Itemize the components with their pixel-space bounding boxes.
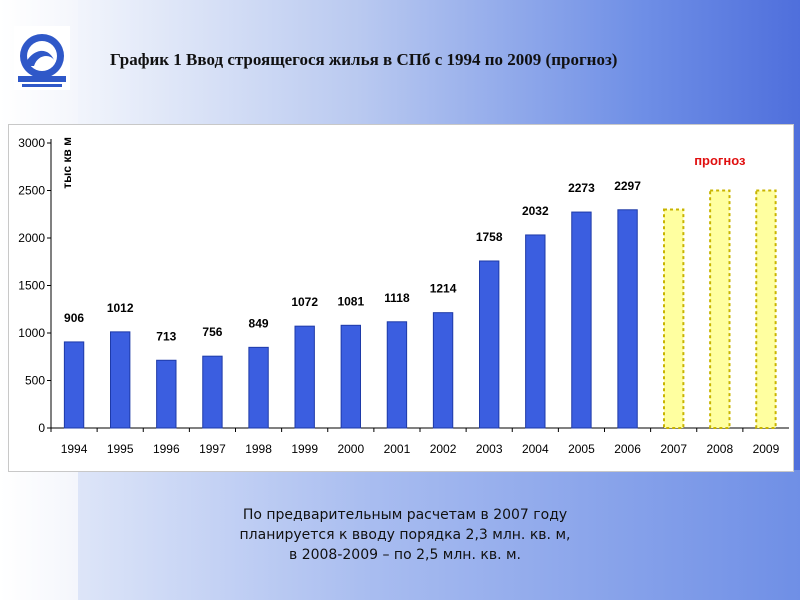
forecast-bar <box>755 189 777 429</box>
x-tick-label: 2005 <box>568 442 595 456</box>
x-tick-label: 1995 <box>107 442 134 456</box>
forecast-bar <box>663 208 685 429</box>
data-label: 2273 <box>568 181 595 195</box>
data-label: 2032 <box>522 204 549 218</box>
data-label: 756 <box>202 325 222 339</box>
bar-chart: 0 500 1000 1500 2000 2500 3000 тыс кв м 1994 906 1… <box>18 136 789 456</box>
y-tick-label: 3000 <box>18 136 45 150</box>
y-tick-label: 500 <box>25 374 45 388</box>
x-tick-label: 2007 <box>660 442 687 456</box>
x-tick-label: 1998 <box>245 442 272 456</box>
data-bar <box>110 331 131 429</box>
y-tick-label: 2500 <box>18 184 45 198</box>
data-label: 906 <box>64 311 84 325</box>
y-tick-label: 1500 <box>18 279 45 293</box>
x-tick-label: 2002 <box>430 442 457 456</box>
caption-line: в 2008-2009 – по 2,5 млн. кв. м. <box>289 547 521 563</box>
x-tick-label: 2006 <box>614 442 641 456</box>
y-tick-label: 1000 <box>18 326 45 340</box>
data-label: 1081 <box>337 294 364 308</box>
x-tick-label: 2009 <box>753 442 780 456</box>
y-tick-label: 2000 <box>18 231 45 245</box>
data-label: 1758 <box>476 230 503 244</box>
x-tick-label: 1996 <box>153 442 180 456</box>
data-bar <box>294 325 315 429</box>
x-tick-label: 2003 <box>476 442 503 456</box>
x-tick-label: 2008 <box>706 442 733 456</box>
data-bar <box>63 341 85 429</box>
data-label: 1118 <box>384 291 410 305</box>
data-bar <box>617 209 638 429</box>
caption-line: По предварительным расчетам в 2007 году <box>242 507 568 523</box>
forecast-bar <box>709 189 731 429</box>
y-axis-label: тыс кв м <box>60 137 74 189</box>
data-bar <box>248 346 269 429</box>
x-tick-label: 2004 <box>522 442 549 456</box>
caption: По предварительным расчетам в 2007 году … <box>130 505 680 565</box>
wave-logo-icon <box>14 26 70 90</box>
y-tick-label: 0 <box>38 421 45 435</box>
x-tick-label: 2001 <box>384 442 411 456</box>
bottom-band <box>78 470 800 600</box>
caption-line: планируется к вводу порядка 2,3 млн. кв.… <box>239 527 571 543</box>
x-tick-label: 1997 <box>199 442 226 456</box>
data-label: 713 <box>156 329 176 343</box>
slide-title: График 1 Ввод строящегося жилья в СПб с … <box>110 50 618 69</box>
data-label: 1072 <box>291 295 318 309</box>
x-tick-label: 2000 <box>337 442 364 456</box>
x-tick-label: 1994 <box>61 442 88 456</box>
data-bar <box>432 312 454 429</box>
data-label: 1214 <box>430 282 457 296</box>
data-bar <box>479 260 500 429</box>
data-bar <box>571 211 592 429</box>
data-bar <box>202 355 223 429</box>
data-bar <box>156 359 177 429</box>
data-bar <box>525 234 546 429</box>
data-label: 2297 <box>614 179 641 193</box>
chart-panel: 0 500 1000 1500 2000 2500 3000 тыс кв м 1994 906 1… <box>8 124 794 472</box>
x-tick-label: 1999 <box>291 442 318 456</box>
forecast-annotation: прогноз <box>694 153 746 168</box>
data-bar <box>386 321 408 429</box>
data-bar <box>340 324 361 429</box>
data-label: 849 <box>249 316 269 330</box>
data-label: 1012 <box>107 301 134 315</box>
